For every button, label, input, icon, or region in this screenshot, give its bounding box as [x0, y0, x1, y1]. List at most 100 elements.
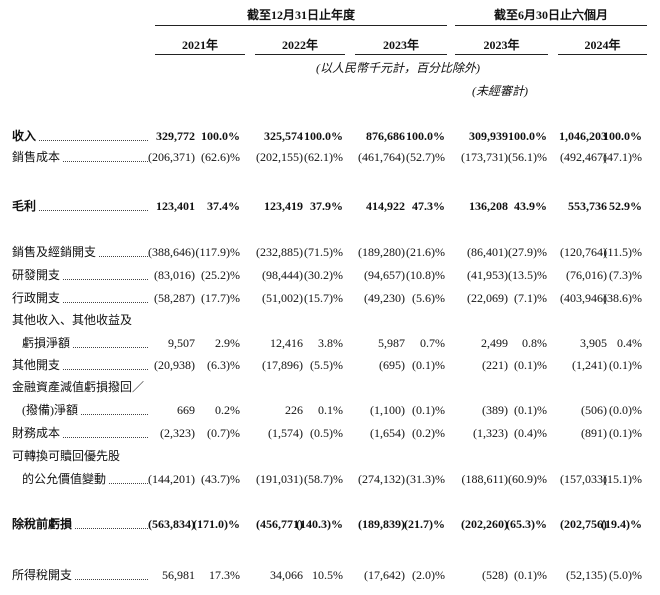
percentage-cell: 37.4%	[207, 199, 240, 213]
amount-cell: 12,416	[270, 336, 303, 350]
percentage-cell: 0.8%	[522, 336, 547, 350]
dot-leader	[39, 140, 148, 141]
amount-cell: 56,981	[162, 568, 195, 582]
row-label: 財務成本	[12, 426, 61, 440]
dot-leader	[63, 369, 148, 370]
row-label: 可轉換可贖回優先股	[12, 449, 121, 463]
percentage-cell: (21.6)%	[406, 245, 445, 259]
row-label: 其他開支	[12, 358, 61, 372]
percentage-cell: 100.0%	[508, 129, 547, 143]
row-label: 金融資產減值虧損撥回／	[12, 380, 145, 394]
percentage-cell: 2.9%	[215, 336, 240, 350]
dot-leader	[73, 347, 148, 348]
amount-cell: (189,280)	[358, 245, 405, 259]
percentage-cell: (7.1)%	[514, 291, 547, 305]
percentage-cell: (65.3)%	[506, 517, 547, 531]
amount-cell: 325,574	[264, 129, 303, 143]
dot-leader	[75, 579, 148, 580]
year-header: 2022年	[282, 38, 319, 52]
amount-cell: (1,100)	[370, 403, 405, 417]
amount-cell: (695)	[379, 358, 405, 372]
amount-cell: (188,611)	[461, 472, 508, 486]
percentage-cell: (47.1)%	[603, 150, 642, 164]
dot-leader	[63, 437, 148, 438]
amount-cell: (20,938)	[154, 358, 195, 372]
row-label: 虧損淨額	[22, 336, 71, 350]
percentage-cell: (5.0)%	[609, 568, 642, 582]
amount-cell: (86,401)	[467, 245, 508, 259]
percentage-cell: (5.6)%	[412, 291, 445, 305]
row-label: 研發開支	[12, 268, 61, 282]
amount-cell: (41,953)	[467, 268, 508, 282]
amount-cell: (492,467)	[560, 150, 607, 164]
amount-cell: 553,736	[568, 199, 607, 213]
year-rule	[355, 54, 447, 55]
percentage-cell: (0.1)%	[514, 568, 547, 582]
percentage-cell: (15.7)%	[304, 291, 343, 305]
amount-cell: (76,016)	[566, 268, 607, 282]
amount-cell: 136,208	[469, 199, 508, 213]
row-label: 銷售成本	[12, 150, 61, 164]
percentage-cell: (62.6)%	[201, 150, 240, 164]
amount-cell: 3,905	[580, 336, 607, 350]
percentage-cell: (60.9)%	[508, 472, 547, 486]
percentage-cell: (2.0)%	[412, 568, 445, 582]
percentage-cell: 17.3%	[209, 568, 240, 582]
row-label: 所得稅開支	[12, 568, 73, 582]
amount-cell: 226	[285, 403, 303, 417]
percentage-cell: (140.3)%	[296, 517, 343, 531]
percentage-cell: 0.7%	[420, 336, 445, 350]
percentage-cell: (56.1)%	[508, 150, 547, 164]
year-rule	[455, 54, 548, 55]
percentage-cell: (117.9)%	[195, 245, 240, 259]
row-label: 毛利	[12, 199, 37, 213]
amount-cell: (891)	[581, 426, 607, 440]
percentage-cell: 100.0%	[406, 129, 445, 143]
percentage-cell: (62.1)%	[304, 150, 343, 164]
group-rule	[155, 25, 447, 26]
amount-cell: (221)	[482, 358, 508, 372]
amount-cell: (528)	[482, 568, 508, 582]
percentage-cell: (17.7)%	[201, 291, 240, 305]
amount-cell: (403,946)	[560, 291, 607, 305]
row-label: 行政開支	[12, 291, 61, 305]
percentage-cell: (71.5)%	[304, 245, 343, 259]
amount-cell: (191,031)	[256, 472, 303, 486]
percentage-cell: (0.2)%	[412, 426, 445, 440]
amount-cell: (206,371)	[148, 150, 195, 164]
percentage-cell: (21.7)%	[404, 517, 445, 531]
amount-cell: (274,132)	[358, 472, 405, 486]
amount-cell: 329,772	[156, 129, 195, 143]
percentage-cell: (0.1)%	[514, 358, 547, 372]
year-rule	[155, 54, 245, 55]
amount-cell: 309,939	[469, 129, 508, 143]
amount-cell: 669	[177, 403, 195, 417]
amount-cell: (232,885)	[256, 245, 303, 259]
percentage-cell: (0.1)%	[609, 358, 642, 372]
percentage-cell: (58.7)%	[304, 472, 343, 486]
amount-cell: 1,046,203	[559, 129, 607, 143]
year-header: 2023年	[383, 38, 420, 52]
amount-cell: (2,323)	[160, 426, 195, 440]
dot-leader	[63, 279, 148, 280]
amount-cell: (389)	[482, 403, 508, 417]
amount-cell: (49,230)	[364, 291, 405, 305]
amount-cell: (94,657)	[364, 268, 405, 282]
year-header: 2021年	[182, 38, 219, 52]
percentage-cell: 0.2%	[215, 403, 240, 417]
percentage-cell: 43.9%	[514, 199, 547, 213]
year-rule	[558, 54, 647, 55]
amount-cell: 876,686	[366, 129, 405, 143]
dot-leader	[63, 161, 148, 162]
year-header: 2024年	[584, 38, 621, 52]
amount-cell: (17,642)	[364, 568, 405, 582]
percentage-cell: (15.1)%	[603, 472, 642, 486]
amount-cell: (563,834)	[148, 517, 195, 531]
amount-cell: (202,155)	[256, 150, 303, 164]
unaudited-note: (未經審計)	[472, 84, 528, 98]
percentage-cell: (0.4)%	[514, 426, 547, 440]
percentage-cell: 100.0%	[304, 129, 343, 143]
percentage-cell: (7.3)%	[609, 268, 642, 282]
row-label: 的公允價值變動	[22, 472, 107, 486]
amount-cell: 414,922	[366, 199, 405, 213]
